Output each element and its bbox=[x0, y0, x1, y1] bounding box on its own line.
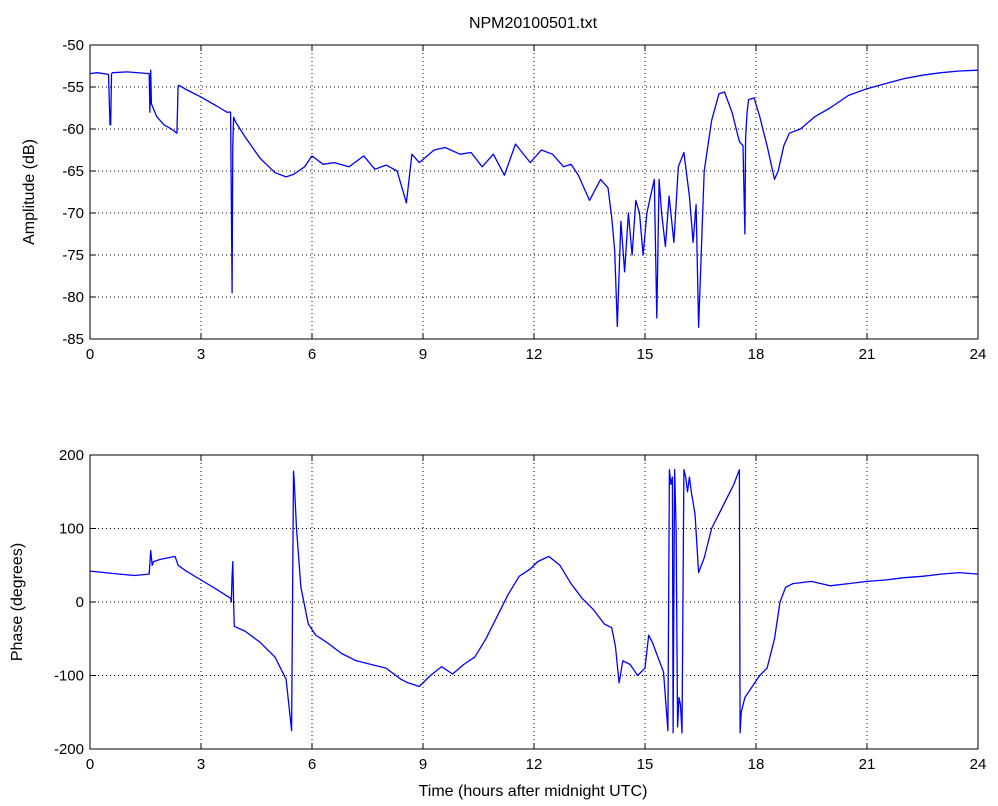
series-line-phase bbox=[89, 469, 979, 734]
amplitude-panel: 0 3 6 9 12 15 18 21 24 -50 -55 -60 -65 -70 -75 -80 -85 A… bbox=[21, 37, 986, 363]
y-axis-label-amplitude: Amplitude (dB) bbox=[21, 139, 38, 245]
y-tick-label: 0 bbox=[76, 594, 84, 611]
x-tick-label: 3 bbox=[197, 346, 205, 363]
x-tick-label: 9 bbox=[419, 756, 427, 773]
x-tick-label: 15 bbox=[637, 756, 654, 773]
y-tick-label: -80 bbox=[62, 289, 84, 306]
x-tick-label: 15 bbox=[637, 346, 654, 363]
x-tick-label: 0 bbox=[86, 346, 94, 363]
x-tick-label: 24 bbox=[970, 346, 987, 363]
y-tick-label: -55 bbox=[62, 79, 84, 96]
x-tick-label: 9 bbox=[419, 346, 427, 363]
x-tick-label: 21 bbox=[859, 756, 876, 773]
ticks-phase: 0 3 6 9 12 15 18 21 24 200 100 0 -100 -200 bbox=[54, 447, 986, 773]
y-tick-label: 100 bbox=[59, 521, 84, 538]
x-tick-label: 24 bbox=[970, 756, 987, 773]
x-tick-label: 21 bbox=[859, 346, 876, 363]
grid-amplitude bbox=[90, 45, 978, 339]
x-tick-label: 0 bbox=[86, 756, 94, 773]
y-tick-label: -200 bbox=[54, 741, 84, 758]
y-tick-label: -50 bbox=[62, 37, 84, 54]
x-tick-label: 12 bbox=[526, 346, 543, 363]
grid-phase bbox=[90, 455, 978, 749]
x-tick-label: 18 bbox=[748, 756, 765, 773]
x-axis-label-phase: Time (hours after midnight UTC) bbox=[419, 783, 648, 800]
y-tick-label: -100 bbox=[54, 668, 84, 685]
chart-title: NPM20100501.txt bbox=[469, 15, 598, 32]
x-tick-label: 12 bbox=[526, 756, 543, 773]
y-tick-label: -85 bbox=[62, 331, 84, 348]
y-tick-label: 200 bbox=[59, 447, 84, 464]
series-line-amplitude bbox=[89, 69, 979, 328]
x-tick-label: 6 bbox=[308, 346, 316, 363]
x-tick-label: 3 bbox=[197, 756, 205, 773]
y-tick-label: -75 bbox=[62, 247, 84, 264]
x-tick-label: 18 bbox=[748, 346, 765, 363]
y-tick-label: -65 bbox=[62, 163, 84, 180]
y-tick-label: -60 bbox=[62, 121, 84, 138]
x-tick-label: 6 bbox=[308, 756, 316, 773]
y-axis-label-phase: Phase (degrees) bbox=[9, 543, 26, 661]
phase-panel: 0 3 6 9 12 15 18 21 24 200 100 0 -100 -200 Phase (deg… bbox=[9, 447, 986, 800]
ticks-amplitude: 0 3 6 9 12 15 18 21 24 -50 -55 -60 -65 -70 -75 -80 -85 bbox=[62, 37, 986, 363]
y-tick-label: -70 bbox=[62, 205, 84, 222]
